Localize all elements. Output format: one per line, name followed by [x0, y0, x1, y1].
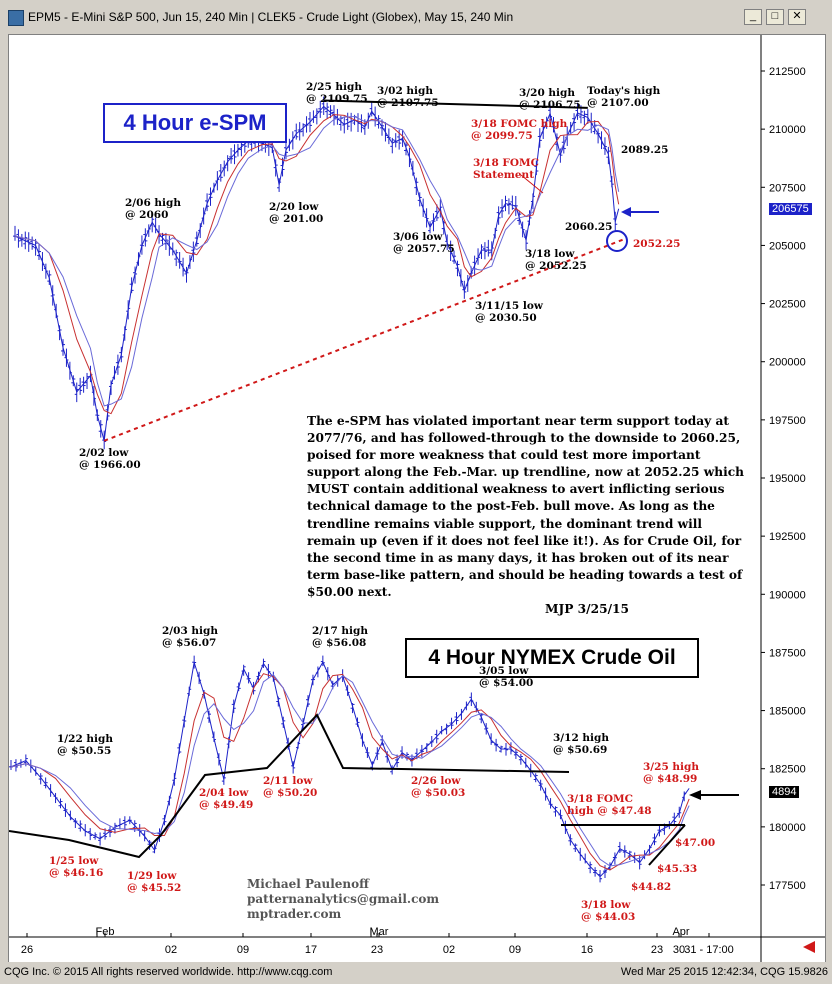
- annotation: 3/18 low @ 2052.25: [525, 248, 587, 272]
- window-title: EPM5 - E-Mini S&P 500, Jun 15, 240 Min |…: [28, 10, 514, 24]
- annotation: 2052.25: [633, 238, 681, 250]
- annotation: 1/22 high @ $50.55: [57, 733, 114, 757]
- annotation: 3/06 low @ 2057.75: [393, 231, 455, 255]
- y-tick-label: 190000: [769, 589, 806, 601]
- y-tick-label: 177500: [769, 880, 806, 892]
- x-tick-label: 26: [21, 944, 33, 956]
- timestamp-text: Wed Mar 25 2015 12:42:34, CQG 15.9826: [620, 966, 828, 978]
- annotation: 1/25 low @ $46.16: [49, 855, 104, 879]
- x-tick-label: 31 - 17:00: [684, 944, 734, 956]
- credit-email: patternanalytics@gmail.com: [247, 892, 440, 906]
- annotation: 2089.25: [621, 144, 669, 156]
- x-tick-label: Mar: [370, 926, 389, 938]
- x-tick-label: 09: [237, 944, 249, 956]
- y-tick-label: 210000: [769, 124, 806, 136]
- copyright-text: CQG Inc. © 2015 All rights reserved worl…: [4, 966, 333, 978]
- y-tick-label: 182500: [769, 764, 806, 776]
- annotation: 3/18 FOMC high @ $47.48: [567, 793, 652, 817]
- annotation: 3/05 low @ $54.00: [479, 665, 534, 689]
- scroll-left-icon: [803, 941, 815, 953]
- annotation: 3/20 high @ 2106.75: [519, 87, 581, 111]
- annotation: 2/02 low @ 1966.00: [79, 447, 141, 471]
- plot-background: [9, 35, 761, 937]
- x-tick-label: 17: [305, 944, 317, 956]
- annotation: 2/04 low @ $49.49: [199, 787, 254, 811]
- close-button[interactable]: ✕: [788, 9, 806, 25]
- x-tick-label: 02: [165, 944, 177, 956]
- x-tick-label: Apr: [672, 926, 689, 938]
- annotation: 3/18 low @ $44.03: [581, 899, 636, 923]
- y-tick-label: 212500: [769, 66, 806, 78]
- crude-ma-red: [10, 673, 690, 871]
- annotation: 3/02 high @ 2107.75: [377, 85, 439, 109]
- crude-last-price-tag: 4894: [769, 786, 800, 798]
- annotation: 2/11 low @ $50.20: [263, 775, 318, 799]
- annotation: $47.00: [675, 837, 716, 849]
- chart-area[interactable]: 212500 210000 207500 205000 202500 200000 1975…: [8, 34, 826, 964]
- x-tick-label: Feb: [96, 926, 115, 938]
- crude-rising-line: [648, 824, 686, 866]
- spm-last-price-tag: 206575: [769, 203, 812, 215]
- annotation: 2/03 high @ $56.07: [162, 625, 219, 649]
- annotation: $45.33: [657, 863, 698, 875]
- cqg-app-icon: [8, 10, 24, 26]
- y-tick-label: 195000: [769, 473, 806, 485]
- credit-site: mptrader.com: [247, 907, 342, 921]
- annotation: 2060.25: [565, 221, 613, 233]
- annotation: 3/11/15 low @ 2030.50: [475, 300, 543, 324]
- annotation: 3/18 FOMC high @ 2099.75: [471, 118, 568, 142]
- x-tick-label: 16: [581, 944, 593, 956]
- annotation: 2/17 high @ $56.08: [312, 625, 369, 649]
- y-tick-label: 207500: [769, 182, 806, 194]
- x-tick-label: 02: [443, 944, 455, 956]
- spm-target-circle: [606, 230, 628, 252]
- status-bar: CQG Inc. © 2015 All rights reserved worl…: [0, 962, 832, 984]
- fomc-pointer: [520, 174, 544, 194]
- credit-name: Michael Paulenoff: [247, 877, 369, 891]
- annotation: 1/29 low @ $45.52: [127, 870, 182, 894]
- annotation: 2/20 low @ 201.00: [269, 201, 324, 225]
- commentary-text: The e-SPM has violated important near te…: [307, 414, 744, 599]
- x-tick-label: 23: [651, 944, 663, 956]
- spm-resistance-line: [323, 99, 588, 109]
- annotation: Today's high @ 2107.00: [587, 85, 661, 109]
- maximize-button[interactable]: □: [766, 9, 784, 25]
- annotation: $44.82: [631, 881, 672, 893]
- x-tick-label: 30: [673, 944, 685, 956]
- spm-up-trendline: [103, 237, 628, 442]
- crude-price-line: [10, 661, 690, 878]
- y-tick-label: 185000: [769, 706, 806, 718]
- crude-support-line: [9, 713, 570, 859]
- spm-arrow-head: [621, 207, 631, 217]
- commentary-block: The e-SPM has violated important near te…: [307, 413, 747, 618]
- annotation: 3/18 FOMC Statement: [473, 157, 539, 181]
- spm-panel-title: 4 Hour e-SPM: [103, 103, 287, 143]
- annotation: 2/26 low @ $50.03: [411, 775, 466, 799]
- spm-ma-blue: [14, 115, 620, 407]
- annotation: 2/25 high @ 2109.75: [306, 81, 368, 105]
- y-tick-label: 197500: [769, 415, 806, 427]
- y-tick-label: 205000: [769, 240, 806, 252]
- annotation: 3/25 high @ $48.99: [643, 761, 700, 785]
- crude-arrow-head: [689, 790, 701, 800]
- y-tick-label: 200000: [769, 357, 806, 369]
- annotation: 2/06 high @ 2060: [125, 197, 182, 221]
- price-chart: 212500 210000 207500 205000 202500 200000 1975…: [9, 35, 825, 963]
- window-title-bar: EPM5 - E-Mini S&P 500, Jun 15, 240 Min |…: [0, 0, 832, 34]
- y-tick-label: 187500: [769, 647, 806, 659]
- crude-panel-title: 4 Hour NYMEX Crude Oil: [405, 638, 699, 678]
- y-tick-label: 202500: [769, 299, 806, 311]
- x-tick-label: 23: [371, 944, 383, 956]
- y-tick-label: 192500: [769, 531, 806, 543]
- commentary-signature: MJP 3/25/15: [545, 602, 629, 617]
- annotation: 3/12 high @ $50.69: [553, 732, 610, 756]
- y-tick-label: 180000: [769, 822, 806, 834]
- minimize-button[interactable]: _: [744, 9, 762, 25]
- x-tick-label: 09: [509, 944, 521, 956]
